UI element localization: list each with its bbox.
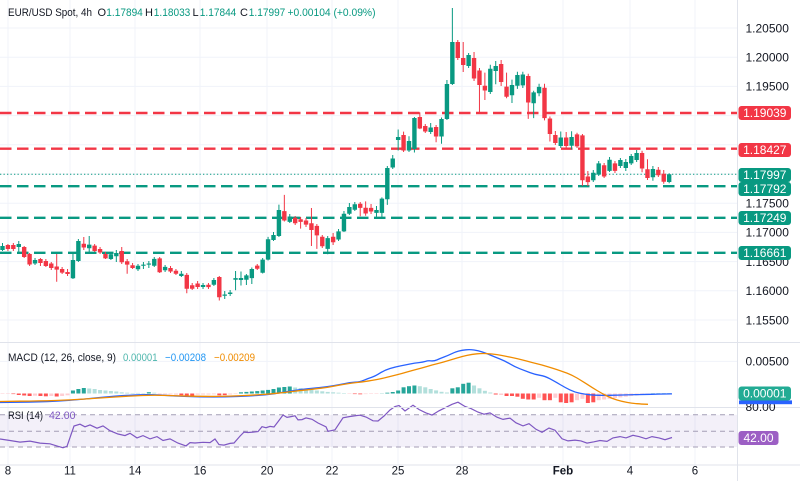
svg-text:1.17500: 1.17500: [746, 197, 790, 211]
svg-text:1.17000: 1.17000: [746, 226, 790, 240]
svg-text:1.17894: 1.17894: [106, 7, 143, 19]
svg-text:1.16000: 1.16000: [746, 284, 790, 298]
svg-text:20: 20: [261, 466, 274, 478]
svg-text:MACD (12, 26, close, 9): MACD (12, 26, close, 9): [8, 352, 116, 364]
svg-text:14: 14: [129, 466, 142, 478]
svg-text:1.17792: 1.17792: [743, 182, 787, 196]
svg-text:RSI (14): RSI (14): [8, 410, 43, 422]
svg-text:1.20000: 1.20000: [746, 51, 790, 65]
svg-text:42.00: 42.00: [49, 410, 76, 422]
svg-text:1.17844: 1.17844: [200, 7, 237, 19]
svg-text:1.15500: 1.15500: [746, 313, 790, 327]
svg-text:1.17997: 1.17997: [743, 168, 787, 182]
svg-text:1.17249: 1.17249: [743, 211, 787, 225]
svg-text:O: O: [98, 7, 107, 19]
svg-text:1.16661: 1.16661: [743, 246, 787, 260]
svg-text:11: 11: [64, 466, 76, 478]
svg-text:1.18033: 1.18033: [154, 7, 191, 19]
svg-text:1.19500: 1.19500: [746, 80, 790, 94]
svg-text:L: L: [193, 7, 199, 19]
svg-text:1.19039: 1.19039: [743, 106, 787, 120]
svg-text:−0.00209: −0.00209: [214, 352, 255, 364]
svg-text:4: 4: [627, 466, 634, 478]
svg-text:Feb: Feb: [553, 466, 573, 478]
svg-text:EUR/USD Spot, 4h: EUR/USD Spot, 4h: [8, 7, 92, 19]
svg-text:16: 16: [194, 466, 207, 478]
svg-text:−0.00208: −0.00208: [165, 352, 206, 364]
svg-text:1.17997: 1.17997: [249, 7, 285, 19]
svg-text:28: 28: [456, 466, 469, 478]
svg-text:42.00: 42.00: [743, 431, 773, 445]
svg-text:6: 6: [692, 466, 698, 478]
svg-text:1.18427: 1.18427: [743, 143, 787, 157]
svg-text:1.20500: 1.20500: [746, 21, 790, 35]
svg-text:H: H: [145, 7, 153, 19]
svg-text:25: 25: [392, 466, 405, 478]
svg-text:+0.00104 (+0.09%): +0.00104 (+0.09%): [288, 7, 376, 19]
svg-text:0.00500: 0.00500: [746, 355, 790, 369]
svg-text:22: 22: [326, 466, 339, 478]
svg-text:C: C: [240, 7, 248, 19]
svg-text:0.00001: 0.00001: [123, 352, 158, 364]
svg-text:8: 8: [5, 466, 11, 478]
svg-text:0.00001: 0.00001: [743, 387, 787, 401]
